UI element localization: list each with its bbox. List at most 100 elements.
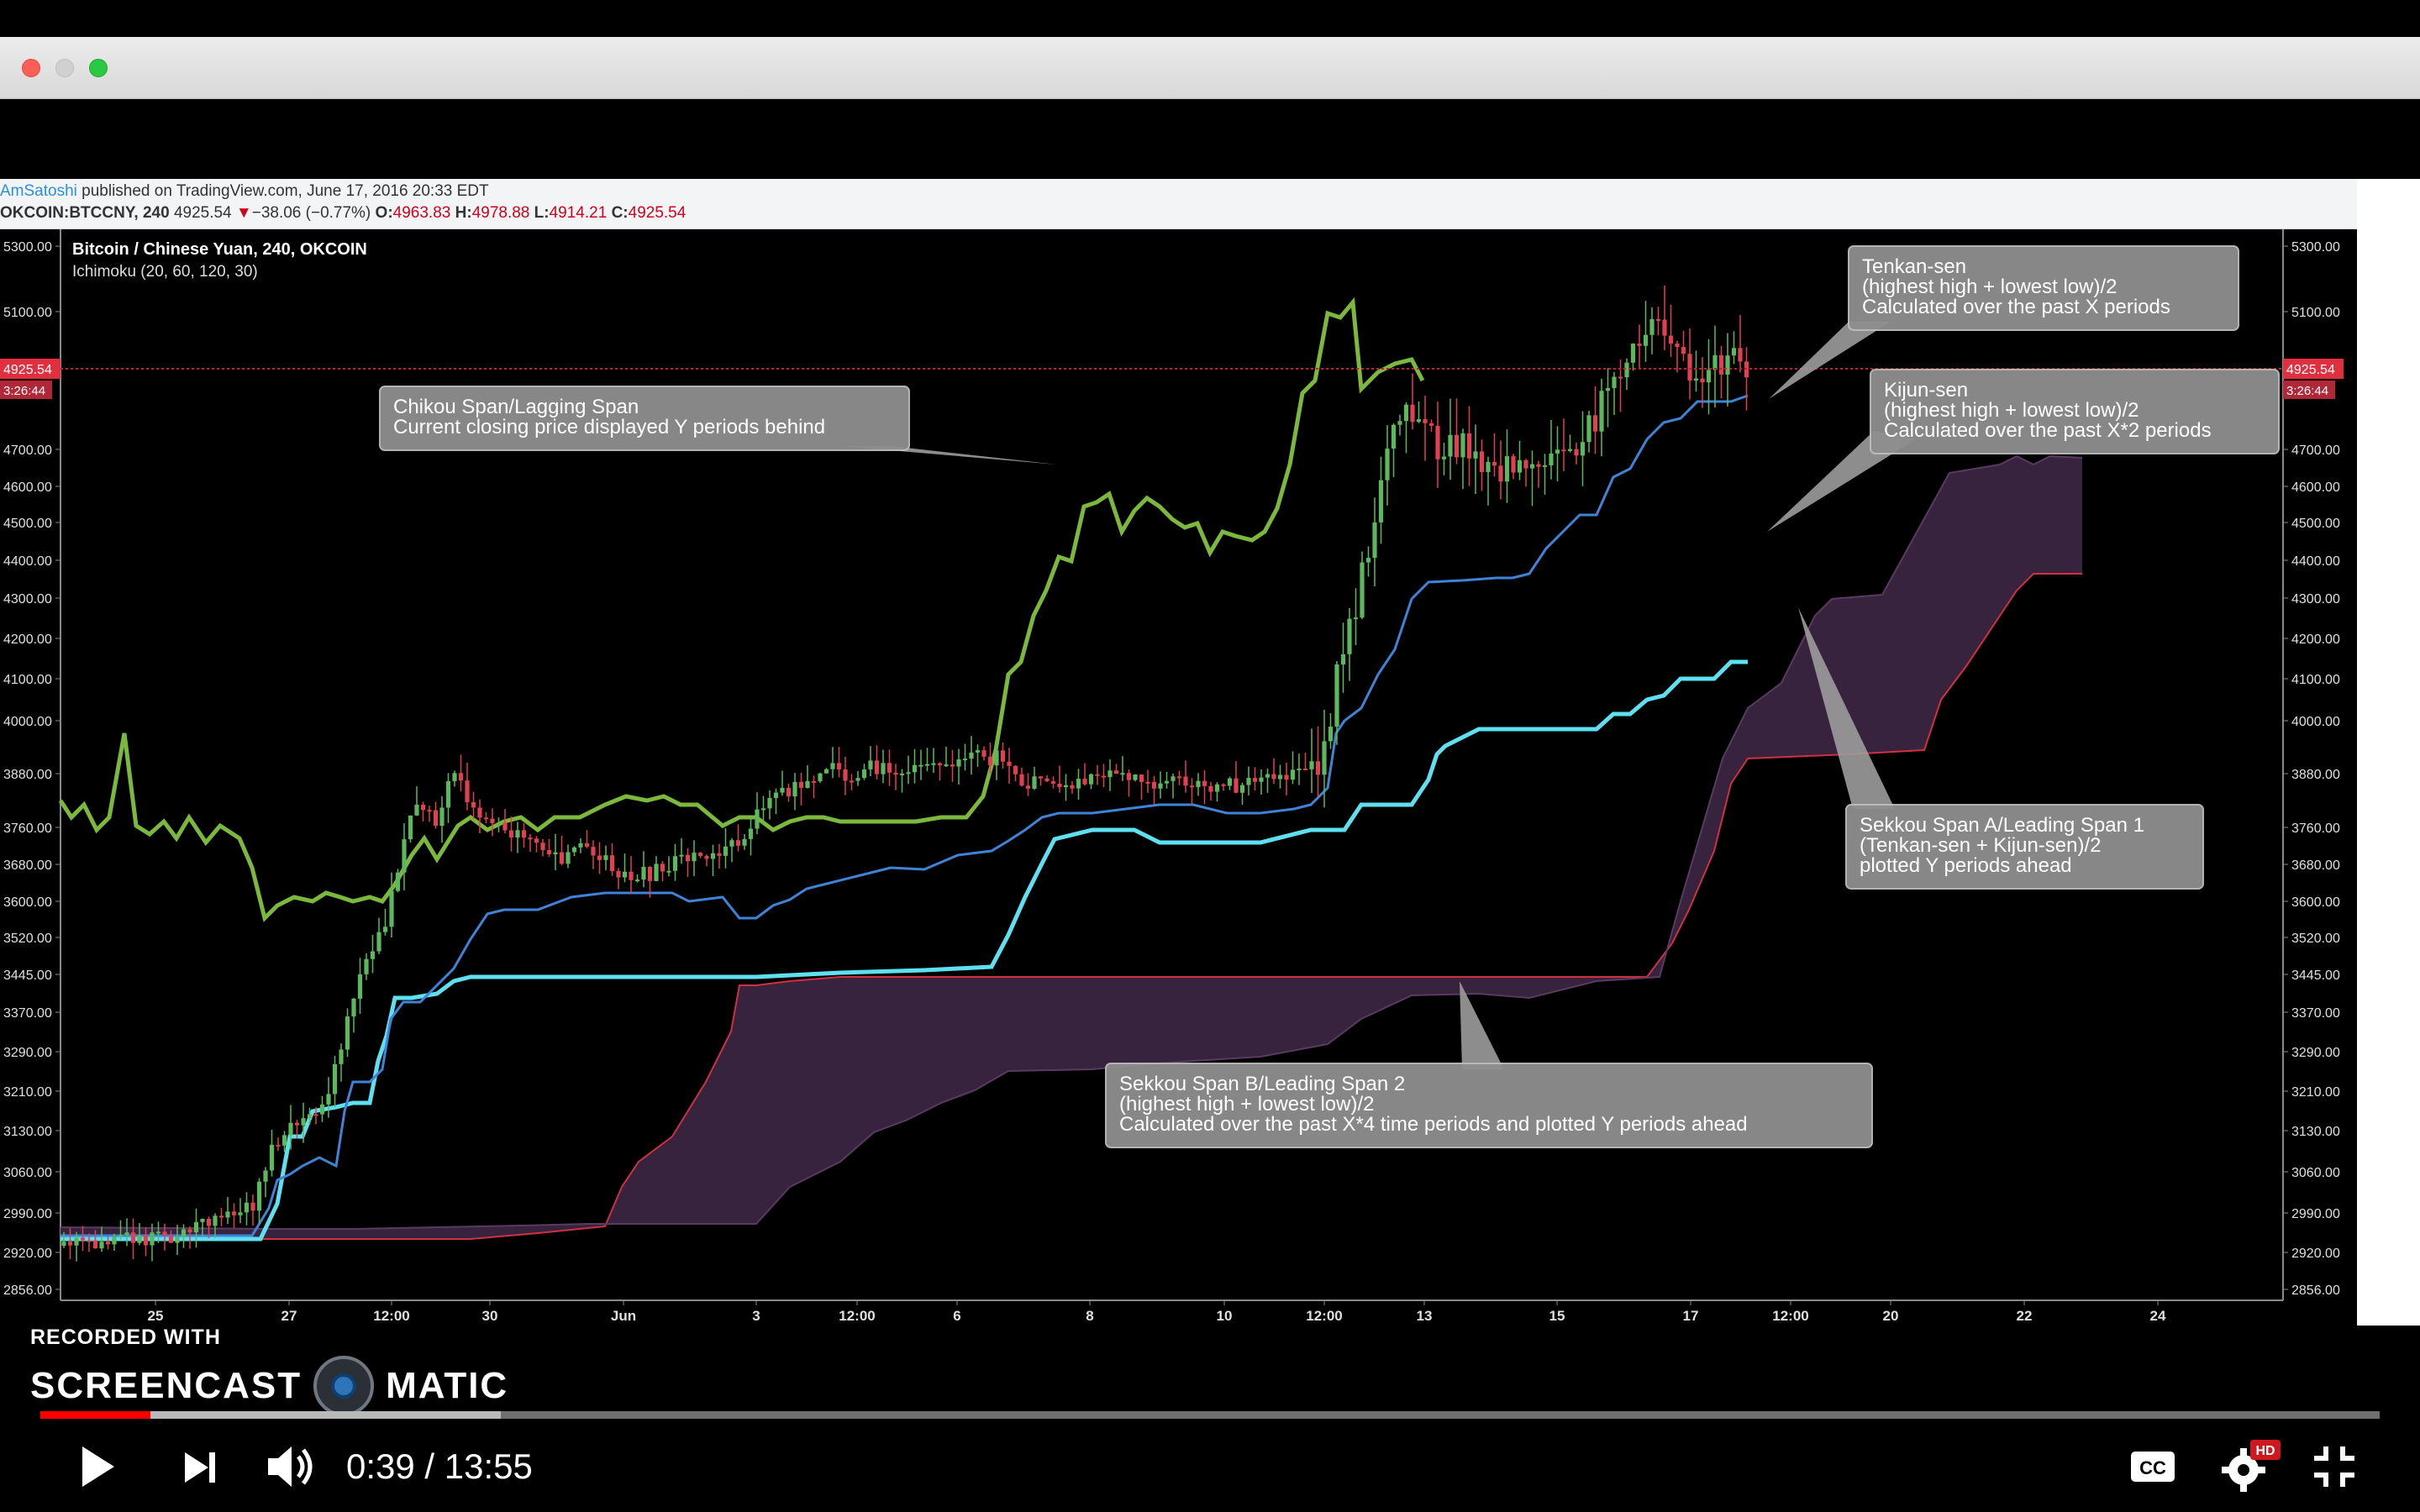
span-a-callout-pointer (1798, 607, 1895, 809)
exit-fullscreen-icon (2314, 1446, 2354, 1487)
candle-up (742, 838, 747, 846)
ichimoku-chart[interactable]: 5300.00 5300.00 5100.00 5100.00 4700.00 4700.… (0, 179, 2357, 1326)
settings-icon: HD (2222, 1440, 2281, 1492)
candle-up (566, 852, 571, 864)
chikou-callout-line: Current closing price displayed Y period… (393, 416, 825, 438)
candle-up (200, 1218, 205, 1222)
candle-down (1019, 774, 1024, 786)
settings-button[interactable]: HD (2218, 1438, 2282, 1494)
time-display: 0:39 / 13:55 (346, 1446, 533, 1487)
candle-down (477, 807, 482, 818)
candle-down (87, 1240, 92, 1242)
candle-down (1271, 774, 1276, 780)
candle-up (1416, 419, 1422, 423)
candle-down (490, 818, 495, 823)
candle-down (1038, 776, 1044, 779)
candle-up (439, 807, 445, 827)
y-tick-left: 2990.00 (3, 1207, 52, 1221)
candle-up (634, 879, 640, 882)
close-window-button[interactable] (22, 59, 40, 77)
candle-down (937, 763, 943, 766)
candle-up (666, 870, 671, 873)
candle-down (1687, 354, 1692, 381)
candle-down (458, 773, 464, 781)
x-tick-label: 3 (752, 1308, 760, 1324)
candle-down (1126, 773, 1132, 780)
minimize-window-button[interactable] (55, 59, 74, 77)
price-tag-left (0, 359, 60, 379)
candle-down (1095, 774, 1100, 776)
candle-up (830, 763, 835, 769)
next-button[interactable] (176, 1446, 224, 1488)
chikou-callout-box (379, 386, 910, 451)
candle-down (1454, 434, 1460, 458)
candle-up (729, 840, 734, 847)
close-label: C: (611, 204, 629, 222)
candle-down (1145, 781, 1150, 784)
x-tick-label: 22 (2017, 1308, 2033, 1324)
candle-up (1196, 780, 1201, 788)
candle-down (1139, 774, 1144, 782)
y-tick-right: 2990.00 (2291, 1207, 2340, 1221)
candle-up (918, 764, 923, 767)
x-tick-label: 12:00 (1306, 1308, 1342, 1324)
candle-down (697, 853, 703, 857)
time-separator: / (414, 1446, 445, 1486)
candle-down (1252, 778, 1258, 782)
candle-up (1460, 433, 1465, 458)
candle-down (427, 810, 432, 812)
span-a-line (60, 454, 2083, 1230)
y-tick-left: 3520.00 (3, 932, 52, 946)
candle-down (1113, 770, 1119, 774)
exit-fullscreen-button[interactable] (2309, 1441, 2360, 1492)
candle-up (1164, 780, 1170, 784)
candle-up (1391, 424, 1397, 449)
candle-down (647, 866, 653, 881)
candle-up (969, 752, 974, 759)
chikou-span-line (58, 297, 1425, 922)
y-tick-left: 4500.00 (3, 517, 52, 531)
captions-button[interactable]: CC (2128, 1446, 2178, 1487)
y-tick-right: 3445.00 (2291, 969, 2340, 983)
candle-down (1082, 779, 1087, 785)
x-tick-label: 15 (1549, 1308, 1565, 1324)
hd-badge: HD (2255, 1444, 2275, 1458)
progress-bar[interactable] (40, 1411, 2380, 1419)
candle-up (1133, 774, 1138, 780)
candle-down (1466, 433, 1472, 459)
candle-up (256, 1181, 262, 1211)
y-tick-right: 3290.00 (2291, 1046, 2340, 1060)
candle-down (206, 1218, 212, 1226)
candle-down (981, 750, 986, 757)
candle-up (861, 769, 867, 779)
played-bar (40, 1411, 150, 1419)
candle-up (332, 1063, 338, 1095)
author-link[interactable]: AmSatoshi (0, 182, 77, 200)
open-value: 4963.83 (392, 204, 451, 222)
brand-left-text: SCREENCAST (30, 1365, 302, 1406)
y-tick-left: 3290.00 (3, 1046, 52, 1060)
chart-title: Bitcoin / Chinese Yuan, 240, OKCOIN (72, 240, 367, 259)
candle-down (1738, 348, 1743, 362)
zoom-window-button[interactable] (89, 59, 108, 77)
play-button[interactable] (72, 1443, 123, 1490)
candle-down (893, 772, 898, 775)
candle-down (1511, 456, 1516, 473)
candle-up (571, 847, 577, 853)
y-tick-left: 4700.00 (3, 444, 52, 458)
candle-up (414, 805, 419, 816)
candle-down (1592, 415, 1598, 432)
candle-down (811, 780, 817, 783)
y-tick-left: 4200.00 (3, 633, 52, 647)
candle-up (1605, 388, 1611, 391)
y-tick-left: 4000.00 (3, 715, 52, 729)
candle-up (452, 773, 457, 782)
volume-button[interactable] (262, 1441, 319, 1492)
candle-up (710, 853, 716, 859)
candle-up (1378, 480, 1384, 522)
candle-down (584, 843, 590, 848)
high-label: H: (455, 204, 472, 222)
candle-up (1649, 318, 1655, 335)
candle-down (591, 847, 596, 856)
